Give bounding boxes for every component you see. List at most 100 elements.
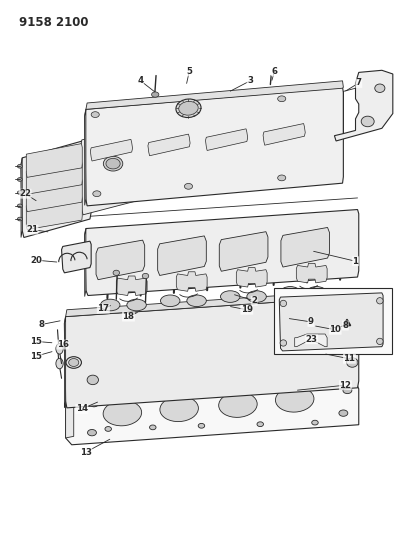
Polygon shape <box>296 263 327 283</box>
Text: 9158 2100: 9158 2100 <box>19 16 88 29</box>
Ellipse shape <box>305 252 310 255</box>
Polygon shape <box>85 109 86 205</box>
Text: 3: 3 <box>247 76 253 85</box>
Ellipse shape <box>160 396 199 422</box>
Ellipse shape <box>87 375 99 385</box>
Text: 14: 14 <box>76 405 88 414</box>
Ellipse shape <box>280 340 286 346</box>
Text: 12: 12 <box>339 381 351 390</box>
Ellipse shape <box>375 84 385 92</box>
Polygon shape <box>26 195 82 230</box>
Polygon shape <box>26 143 82 177</box>
Ellipse shape <box>91 112 99 117</box>
Ellipse shape <box>198 423 205 428</box>
Polygon shape <box>66 399 74 438</box>
Text: 20: 20 <box>30 256 42 265</box>
Ellipse shape <box>346 358 358 367</box>
Ellipse shape <box>312 420 318 425</box>
Polygon shape <box>96 240 145 280</box>
Ellipse shape <box>69 359 79 367</box>
Ellipse shape <box>238 257 243 260</box>
Ellipse shape <box>275 387 314 412</box>
Text: 19: 19 <box>241 305 253 314</box>
Ellipse shape <box>90 400 99 407</box>
Text: 17: 17 <box>97 304 109 313</box>
Ellipse shape <box>150 425 156 430</box>
Ellipse shape <box>257 422 263 426</box>
Polygon shape <box>26 161 82 194</box>
Polygon shape <box>295 334 327 346</box>
Ellipse shape <box>66 357 81 368</box>
Polygon shape <box>219 232 268 271</box>
Ellipse shape <box>185 183 192 189</box>
Polygon shape <box>158 236 206 276</box>
Ellipse shape <box>338 249 343 252</box>
Ellipse shape <box>338 336 353 347</box>
Text: 15: 15 <box>30 352 42 361</box>
Text: 6: 6 <box>271 67 277 76</box>
Polygon shape <box>81 122 153 215</box>
Polygon shape <box>85 209 359 295</box>
Polygon shape <box>116 276 147 295</box>
Text: 1: 1 <box>353 257 358 266</box>
Ellipse shape <box>179 101 198 115</box>
Text: 15: 15 <box>30 337 42 346</box>
Ellipse shape <box>56 358 63 369</box>
Ellipse shape <box>88 430 97 436</box>
Ellipse shape <box>127 299 146 311</box>
Ellipse shape <box>280 300 286 306</box>
Polygon shape <box>66 382 359 445</box>
Polygon shape <box>66 290 359 317</box>
Text: 21: 21 <box>26 225 38 234</box>
Polygon shape <box>21 158 22 238</box>
Polygon shape <box>176 272 207 292</box>
Text: 22: 22 <box>19 189 31 198</box>
Ellipse shape <box>339 410 348 416</box>
Ellipse shape <box>219 392 257 417</box>
Ellipse shape <box>220 291 240 302</box>
Polygon shape <box>21 139 91 238</box>
Polygon shape <box>236 268 267 287</box>
Polygon shape <box>62 241 91 273</box>
Polygon shape <box>26 178 82 212</box>
Text: 13: 13 <box>80 448 92 457</box>
Text: 10: 10 <box>329 325 341 334</box>
Ellipse shape <box>103 400 142 426</box>
Ellipse shape <box>106 268 111 271</box>
Polygon shape <box>279 293 383 351</box>
Ellipse shape <box>172 262 177 265</box>
Ellipse shape <box>185 104 192 110</box>
Polygon shape <box>85 229 86 296</box>
Ellipse shape <box>106 158 120 169</box>
Ellipse shape <box>280 287 300 298</box>
Text: 9: 9 <box>308 317 314 326</box>
Polygon shape <box>85 87 343 206</box>
Ellipse shape <box>17 177 22 181</box>
Ellipse shape <box>17 165 22 168</box>
Text: 4: 4 <box>138 76 144 85</box>
Ellipse shape <box>93 191 101 197</box>
Ellipse shape <box>103 156 123 171</box>
Polygon shape <box>335 70 393 141</box>
Polygon shape <box>206 129 248 150</box>
Ellipse shape <box>142 273 149 279</box>
Ellipse shape <box>105 426 111 431</box>
Ellipse shape <box>206 260 210 263</box>
Text: 8: 8 <box>342 321 349 330</box>
Ellipse shape <box>361 116 374 127</box>
Ellipse shape <box>176 99 201 117</box>
Polygon shape <box>90 140 132 161</box>
Ellipse shape <box>17 217 22 221</box>
Polygon shape <box>86 81 343 109</box>
Ellipse shape <box>376 338 383 344</box>
Text: 7: 7 <box>356 78 362 87</box>
Ellipse shape <box>101 299 120 311</box>
Ellipse shape <box>247 291 266 302</box>
Ellipse shape <box>376 297 383 304</box>
FancyBboxPatch shape <box>275 288 392 353</box>
Ellipse shape <box>343 387 352 393</box>
Text: 5: 5 <box>186 67 192 76</box>
Ellipse shape <box>307 287 326 298</box>
Text: 2: 2 <box>251 296 257 305</box>
Text: 16: 16 <box>57 340 69 349</box>
